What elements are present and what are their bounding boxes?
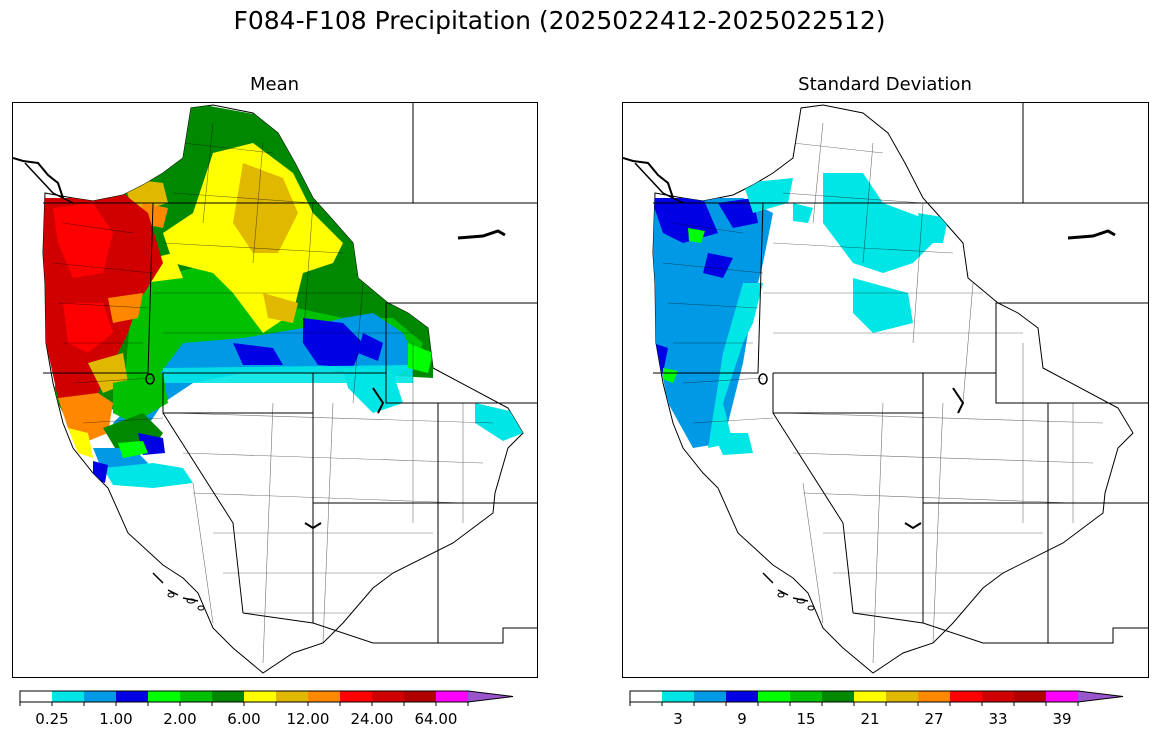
- std-colorbar-tick-label: 27: [924, 710, 943, 728]
- std-colorbar-tick-label: 33: [988, 710, 1007, 728]
- std-panel-title: Standard Deviation: [798, 74, 972, 95]
- std-map: [622, 102, 1149, 678]
- mean-colorbar-tick-label: 24.00: [351, 710, 394, 728]
- std-colorbar-tick-label: 39: [1052, 710, 1071, 728]
- mean-colorbar-outline: [19, 690, 514, 703]
- std-colorbar-outline: [629, 690, 1124, 703]
- std-colorbar-swatch: [1046, 691, 1078, 702]
- std-colorbar-swatch: [822, 691, 854, 702]
- std-colorbar-swatch: [790, 691, 822, 702]
- std-colorbar: 3 9 15 21 27 33 39: [629, 690, 1124, 728]
- mean-colorbar-tick-label: 64.00: [415, 710, 458, 728]
- std-colorbar-swatch: [662, 691, 694, 702]
- mean-colorbar-tick-label: 12.00: [287, 710, 330, 728]
- mean-colorbar-extend-arrow: [468, 691, 513, 702]
- mean-colorbar-swatch: [52, 691, 84, 702]
- std-colorbar-swatch: [758, 691, 790, 702]
- mean-colorbar-swatch: [340, 691, 372, 702]
- std-colorbar-swatch: [694, 691, 726, 702]
- mean-colorbar-swatch: [244, 691, 276, 702]
- mean-colorbar-swatch: [116, 691, 148, 702]
- std-colorbar-tick-label: 21: [860, 710, 879, 728]
- std-colorbar-swatch: [854, 691, 886, 702]
- mean-colorbar-swatch: [212, 691, 244, 702]
- std-colorbar-tick-label: 3: [673, 710, 683, 728]
- std-colorbar-swatch: [886, 691, 918, 702]
- std-colorbar-swatch: [630, 691, 662, 702]
- std-colorbar-extend-arrow: [1078, 691, 1123, 702]
- figure-title: F084-F108 Precipitation (2025022412-2025…: [233, 6, 886, 35]
- mean-colorbar-swatch: [404, 691, 436, 702]
- std-colorbar-tick-label: 9: [737, 710, 747, 728]
- mean-colorbar-swatch: [372, 691, 404, 702]
- mean-colorbar-swatch: [84, 691, 116, 702]
- std-colorbar-swatch: [1014, 691, 1046, 702]
- mean-colorbar-swatch: [436, 691, 468, 702]
- std-colorbar-tick-label: 15: [796, 710, 815, 728]
- mean-map: [12, 102, 538, 678]
- std-colorbar-swatch: [918, 691, 950, 702]
- mean-panel-title: Mean: [249, 74, 300, 95]
- mean-colorbar-swatch: [276, 691, 308, 702]
- mean-colorbar-tick-label: 1.00: [99, 710, 132, 728]
- mean-colorbar-swatch: [148, 691, 180, 702]
- mean-colorbar-swatch: [20, 691, 52, 702]
- mean-colorbar-tick-label: 6.00: [227, 710, 260, 728]
- std-colorbar-swatch: [726, 691, 758, 702]
- std-colorbar-swatch: [950, 691, 982, 702]
- std-map-canvas: [623, 103, 1148, 674]
- std-colorbar-swatch: [982, 691, 1014, 702]
- mean-colorbar-swatch: [308, 691, 340, 702]
- mean-colorbar-tick-label: 0.25: [35, 710, 68, 728]
- mean-map-canvas: [13, 103, 537, 674]
- mean-colorbar-tick-label: 2.00: [163, 710, 196, 728]
- mean-colorbar: 0.25 1.00 2.00 6.00 12.00 24.00 64.00: [19, 690, 514, 728]
- mean-colorbar-swatch: [180, 691, 212, 702]
